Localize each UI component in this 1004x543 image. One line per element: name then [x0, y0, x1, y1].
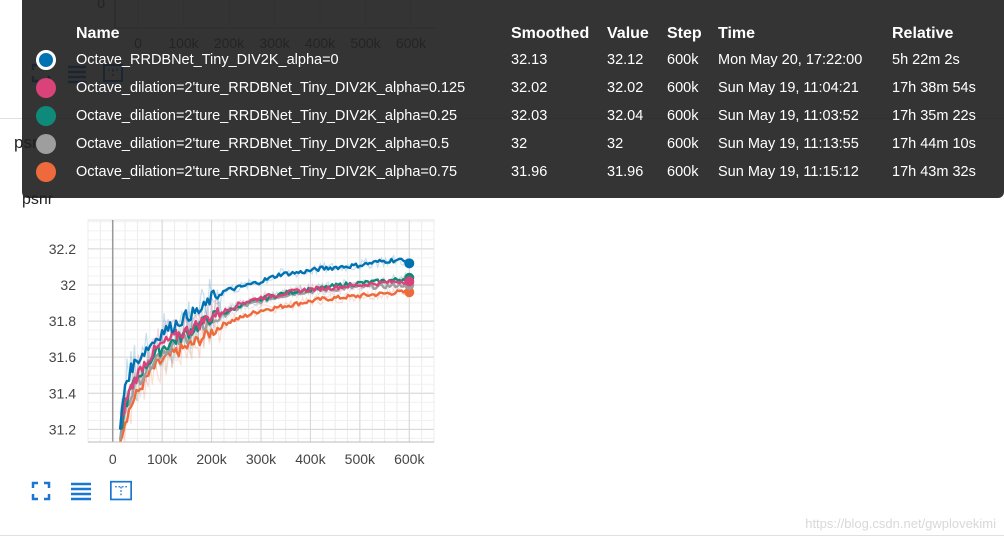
tooltip-cell-step: 600k [667, 52, 699, 68]
chart-grid [87, 219, 435, 443]
tooltip-cell-value: 31.96 [607, 164, 644, 180]
tooltip-cell-name: Octave_dilation=2'ture_RRDBNet_Tiny_DIV2… [76, 136, 450, 152]
series-end-point [404, 258, 415, 269]
tooltip-cell-relative: 17h 38m 54s [892, 80, 976, 96]
series-color-dot [36, 50, 56, 71]
y-tick-label: 32 [60, 277, 76, 293]
series-end-point [404, 287, 415, 298]
x-tick-label: 0 [109, 451, 117, 467]
series-color-cell [36, 102, 76, 130]
data-selection-icon[interactable] [70, 480, 92, 502]
x-tick-label: 600k [394, 451, 425, 467]
y-tick-label: 32.2 [49, 241, 76, 257]
tooltip-cell-time: Sun May 19, 11:04:21 [718, 80, 859, 96]
series-color-dot [36, 162, 56, 183]
tooltip-cell-relative: 5h 22m 2s [892, 52, 960, 68]
x-tick-label: 100k [147, 451, 178, 467]
series-lines [118, 257, 415, 443]
tooltip-cell-value: 32.04 [607, 108, 644, 124]
fit-domain-icon[interactable] [110, 480, 132, 502]
tooltip-cell-time: Mon May 20, 17:22:00 [718, 52, 863, 68]
y-tick-label: 31.2 [49, 421, 76, 437]
hover-tooltip: Name Smoothed Value Step Time Relative O… [22, 0, 1004, 198]
tooltip-cell-value: 32 [607, 136, 624, 152]
tooltip-cell-smoothed: 32.13 [511, 52, 548, 68]
bottom-divider [0, 535, 1004, 536]
header-dot [36, 22, 76, 46]
header-value: Value [607, 25, 649, 42]
y-tick-label: 31.8 [49, 313, 76, 329]
series-color-dot [36, 78, 56, 99]
tooltip-cell-step: 600k [667, 164, 699, 180]
header-name: Name [76, 25, 120, 42]
header-relative: Relative [892, 25, 954, 42]
tooltip-cell-name: Octave_dilation=2'ture_RRDBNet_Tiny_DIV2… [76, 108, 458, 124]
tooltip-cell-value: 32.12 [607, 52, 644, 68]
tooltip-cell-step: 600k [667, 108, 699, 124]
tooltip-cell-step: 600k [667, 136, 699, 152]
tooltip-cell-name: Octave_RRDBNet_Tiny_DIV2K_alpha=0 [76, 52, 339, 68]
tooltip-row: Octave_dilation=2'ture_RRDBNet_Tiny_DIV2… [36, 158, 984, 186]
tooltip-table: Name Smoothed Value Step Time Relative O… [36, 22, 984, 186]
x-tick-label: 300k [246, 451, 277, 467]
chart-toolbar [30, 480, 132, 502]
tooltip-row: Octave_RRDBNet_Tiny_DIV2K_alpha=0 32.13 32… [36, 46, 984, 74]
series-color-cell [36, 130, 76, 158]
watermark: https://blog.csdn.net/gwplovekimi [805, 516, 996, 531]
tooltip-cell-time: Sun May 19, 11:13:55 [718, 136, 859, 152]
tooltip-cell-relative: 17h 44m 10s [892, 136, 976, 152]
tooltip-cell-name: Octave_dilation=2'ture_RRDBNet_Tiny_DIV2… [76, 164, 458, 180]
tooltip-cell-smoothed: 32 [511, 136, 528, 152]
tooltip-row: Octave_dilation=2'ture_RRDBNet_Tiny_DIV2… [36, 102, 984, 130]
x-tick-label: 200k [196, 451, 227, 467]
header-time: Time [718, 25, 756, 42]
tooltip-cell-smoothed: 32.03 [511, 108, 548, 124]
series-color-dot [36, 106, 56, 127]
x-tick-label: 500k [345, 451, 376, 467]
psnr-line-chart[interactable]: 31.2 31.4 31.6 31.8 32 32.2 0 100k 200k 300k 400k 5… [0, 210, 450, 480]
expand-icon[interactable] [30, 480, 52, 502]
series-end-point [404, 276, 415, 287]
tooltip-cell-smoothed: 31.96 [511, 164, 548, 180]
series-line [118, 279, 411, 430]
series-color-cell [36, 74, 76, 102]
chart-axes: 31.2 31.4 31.6 31.8 32 32.2 0 100k 200k 300k 400k 5… [49, 220, 434, 467]
series-color-cell [36, 158, 76, 186]
tooltip-cell-smoothed: 32.02 [511, 80, 548, 96]
tooltip-cell-relative: 17h 43m 32s [892, 164, 976, 180]
tooltip-cell-step: 600k [667, 80, 699, 96]
tooltip-row: Octave_dilation=2'ture_RRDBNet_Tiny_DIV2… [36, 74, 984, 102]
tooltip-cell-value: 32.02 [607, 80, 644, 96]
header-smoothed: Smoothed [511, 25, 590, 42]
tooltip-cell-relative: 17h 35m 22s [892, 108, 976, 124]
x-tick-label: 400k [295, 451, 326, 467]
tooltip-row: Octave_dilation=2'ture_RRDBNet_Tiny_DIV2… [36, 130, 984, 158]
series-color-cell [36, 46, 76, 74]
series-color-dot [36, 134, 56, 155]
y-tick-label: 31.4 [49, 385, 76, 401]
tooltip-cell-time: Sun May 19, 11:15:12 [718, 164, 859, 180]
y-tick-label: 31.6 [49, 349, 76, 365]
raw-band-line [119, 286, 410, 441]
series-line [118, 257, 410, 430]
header-step: Step [667, 25, 702, 42]
tooltip-header-row: Name Smoothed Value Step Time Relative [36, 22, 984, 46]
tooltip-cell-name: Octave_dilation=2'ture_RRDBNet_Tiny_DIV2… [76, 80, 466, 96]
tooltip-cell-time: Sun May 19, 11:03:52 [718, 108, 859, 124]
